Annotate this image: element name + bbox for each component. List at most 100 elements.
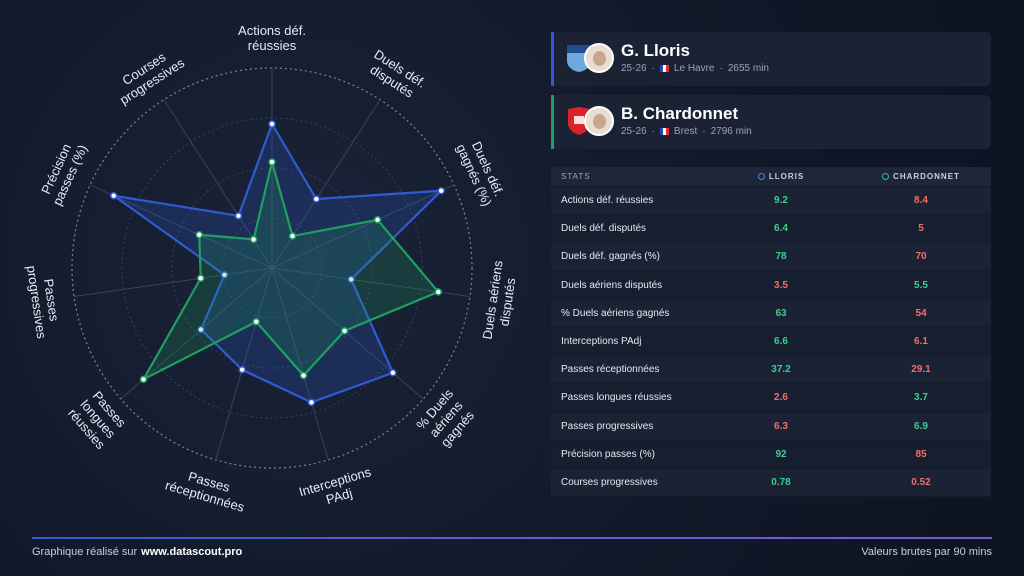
series-point	[234, 212, 243, 220]
stat-value: 8.4	[914, 195, 928, 207]
grid-ring	[71, 67, 473, 469]
stat-name: Passes progressives	[561, 420, 654, 432]
stat-name: Interceptions PAdj	[561, 336, 642, 348]
spoke	[215, 267, 273, 461]
series-point	[249, 235, 258, 244]
table-row: Courses progressives 0.78 0.52	[551, 468, 991, 498]
stat-value: 92	[775, 448, 787, 460]
header-text: CHARDONNET	[893, 172, 960, 181]
stat-name: Passes longues réussies	[561, 392, 672, 404]
spoke	[271, 267, 329, 461]
player-accent	[551, 32, 554, 86]
stats-table: STATS LLORIS CHARDONNET Actions déf. réu…	[551, 167, 991, 498]
header-cell: CHARDONNET	[851, 172, 991, 181]
stat-value: 78	[775, 251, 787, 263]
header-cell: LLORIS	[711, 172, 851, 181]
player-card[interactable]: B. Chardonnet 25-26 · Brest · 2796 min	[551, 95, 991, 149]
credit-text: Graphique réalisé sur	[32, 546, 138, 558]
header-cell: STATS	[561, 172, 591, 181]
player-card[interactable]: G. Lloris 25-26 · Le Havre · 2655 min	[551, 32, 991, 86]
stat-value: 3.5	[774, 279, 788, 291]
separator: ·	[651, 126, 655, 137]
table-row: Passes réceptionnées 37.2 29.1	[551, 356, 991, 385]
spoke	[89, 184, 273, 269]
table-row: Précision passes (%) 92 85	[551, 440, 991, 469]
series-point	[196, 274, 205, 282]
credit: Graphique réalisé sur www.datascout.pro	[32, 546, 242, 558]
series-area	[142, 160, 440, 381]
series-point	[434, 288, 443, 296]
header-text: LLORIS	[768, 172, 805, 181]
stat-name: Actions déf. réussies	[561, 195, 654, 207]
stat-value: 54	[915, 307, 927, 319]
series-point	[220, 271, 229, 279]
separator: ·	[719, 63, 723, 74]
stat-name: Précision passes (%)	[561, 448, 655, 460]
stat-value: 2.6	[774, 392, 788, 404]
flag	[659, 65, 669, 72]
series-point	[268, 120, 276, 128]
series-area	[112, 122, 443, 404]
player-meta: 25-26 · Le Havre · 2655 min	[621, 63, 769, 74]
series-point	[268, 158, 276, 166]
flag	[659, 128, 669, 135]
stat-value: 6.3	[774, 420, 788, 432]
stat-name: Duels aériens disputés	[561, 279, 663, 291]
table-row: Passes longues réussies 2.6 3.7	[551, 384, 991, 413]
series-point	[389, 369, 397, 377]
stat-value: 0.52	[911, 476, 931, 488]
stat-value: 5.5	[914, 279, 928, 291]
axis-label: Actions déf. réussies	[238, 23, 306, 53]
series-point	[197, 325, 205, 334]
separator: ·	[651, 63, 655, 74]
season: 25-26	[621, 126, 647, 137]
series-point	[437, 186, 445, 195]
table-row: Duels déf. gagnés (%) 78 70	[551, 243, 991, 272]
stat-name: % Duels aériens gagnés	[561, 307, 670, 319]
credit-link[interactable]: www.datascout.pro	[141, 546, 243, 558]
table-header: STATS LLORIS CHARDONNET	[551, 167, 991, 187]
stat-value: 6.1	[914, 336, 928, 348]
legend-dot	[882, 173, 890, 180]
series-point	[299, 371, 308, 380]
table-row: % Duels aériens gagnés 63 54	[551, 299, 991, 328]
series-point	[288, 232, 297, 240]
series-point	[252, 317, 260, 326]
stat-name: Duels déf. gagnés (%)	[561, 251, 660, 263]
stat-value: 70	[915, 251, 927, 263]
player-avatar	[584, 106, 614, 136]
series-point	[312, 195, 321, 203]
table-row: Interceptions PAdj 6.6 6.1	[551, 327, 991, 357]
series-point	[109, 191, 118, 200]
table-row: Actions déf. réussies 9.2 8.4	[551, 187, 991, 216]
radar-chart	[71, 67, 473, 469]
spoke	[271, 184, 455, 269]
legend-dot	[757, 173, 765, 180]
stat-value: 37.2	[771, 364, 791, 376]
player-name: B. Chardonnet	[621, 104, 739, 123]
stat-value: 6.4	[774, 223, 788, 235]
player-name: G. Lloris	[621, 41, 690, 60]
separator: ·	[702, 126, 706, 137]
stat-value: 5	[918, 223, 924, 235]
minutes: 2796 min	[710, 126, 752, 137]
player-avatar	[584, 43, 614, 73]
spoke	[271, 99, 381, 269]
stat-value: 6.6	[774, 336, 788, 348]
table-row: Passes progressives 6.3 6.9	[551, 412, 991, 441]
stat-value: 29.1	[911, 364, 931, 376]
footer-note: Valeurs brutes par 90 mins	[861, 546, 992, 558]
series-point	[238, 365, 246, 374]
season: 25-26	[621, 63, 647, 74]
stat-name: Passes réceptionnées	[561, 364, 660, 376]
footer-line	[32, 537, 992, 539]
table-row: Duels aériens disputés 3.5 5.5	[551, 271, 991, 300]
series-point	[307, 398, 316, 407]
stat-name: Courses progressives	[561, 476, 658, 488]
stat-value: 3.7	[914, 392, 928, 404]
series-point	[139, 375, 148, 384]
spoke	[73, 267, 273, 297]
stat-value: 63	[775, 307, 787, 319]
club: Brest	[673, 126, 698, 137]
